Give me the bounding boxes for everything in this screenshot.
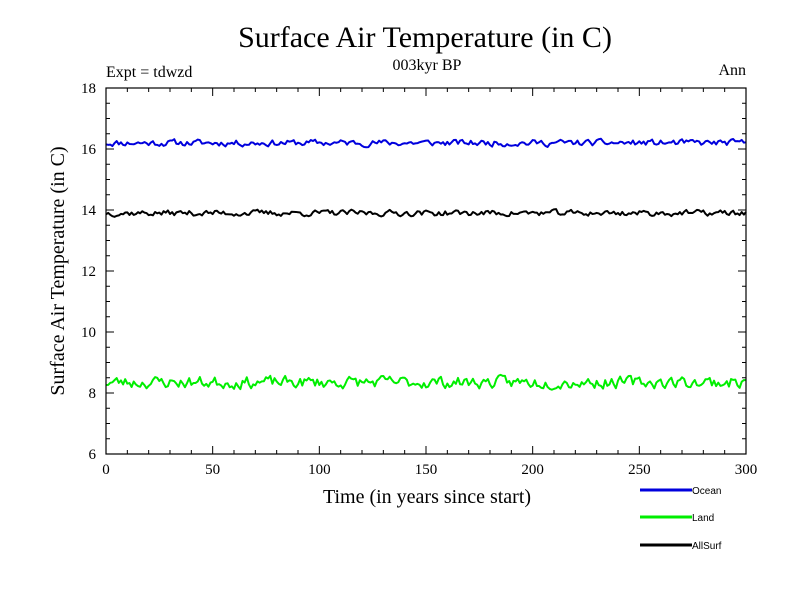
experiment-label: Expt = tdwzd: [106, 64, 192, 81]
ticks-layer: 0 50 100 150 200 250 300 6 8 10 12 14 16 18: [81, 81, 757, 478]
legend-label-land: Land: [692, 513, 714, 524]
y-tick-label: 8: [89, 386, 97, 402]
y-tick-label: 14: [81, 203, 97, 219]
series-line-allsurf: [105, 208, 747, 218]
y-axis-label: Surface Air Temperature (in C): [47, 146, 69, 395]
y-tick-label: 12: [81, 264, 96, 280]
y-tick-label: 10: [81, 325, 96, 341]
y-tick-label: 6: [89, 447, 97, 463]
x-tick-label: 50: [205, 462, 220, 478]
legend: Ocean Land AllSurf: [640, 486, 722, 552]
season-label: Ann: [718, 62, 746, 79]
period-label: 003kyr BP: [393, 57, 462, 74]
x-tick-label: 150: [415, 462, 438, 478]
plot-frame: [105, 87, 747, 455]
legend-label-allsurf: AllSurf: [692, 541, 722, 552]
x-axis-label: Time (in years since start): [323, 486, 531, 508]
x-tick-label: 100: [308, 462, 331, 478]
series-line-land: [105, 373, 747, 391]
x-tick-label: 300: [735, 462, 758, 478]
series-line-ocean: [105, 137, 747, 149]
x-tick-label: 250: [628, 462, 651, 478]
x-tick-label: 0: [102, 462, 110, 478]
x-tick-label: 200: [521, 462, 544, 478]
chart-title: Surface Air Temperature (in C): [238, 21, 612, 54]
y-tick-label: 18: [81, 81, 96, 97]
y-tick-label: 16: [81, 142, 97, 158]
legend-label-ocean: Ocean: [692, 486, 721, 497]
series-layer: [105, 137, 747, 391]
